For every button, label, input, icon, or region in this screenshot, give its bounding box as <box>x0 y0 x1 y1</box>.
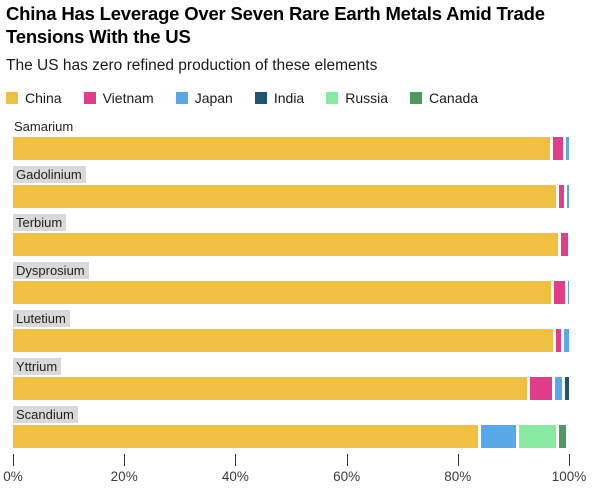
vietnam-swatch-icon <box>83 92 96 104</box>
x-tick-100- <box>569 454 570 466</box>
x-tick-label-60-: 60% <box>333 469 361 484</box>
x-tick-label-100-: 100% <box>551 469 587 484</box>
x-tick-20- <box>124 454 126 466</box>
legend-label-china: China <box>25 90 62 106</box>
bar-yttrium <box>13 377 569 400</box>
title-line-1: China Has Leverage Over Seven Rare Earth… <box>6 3 545 24</box>
legend-label-russia: Russia <box>345 90 389 106</box>
row-label-lutetium: Lutetium <box>13 310 70 327</box>
bar-segment-japan-gadolinium <box>567 185 569 208</box>
legend: China Vietnam Japan India Russia Canada <box>6 90 600 106</box>
bar-segment-vietnam-samarium <box>553 137 564 160</box>
row-gadolinium: Gadolinium <box>13 166 569 208</box>
row-label-yttrium: Yttrium <box>13 358 62 375</box>
stacked-bar-chart: Samarium Gadolinium Terbium Dysprosium Lutet… <box>13 118 569 448</box>
row-label-gadolinium: Gadolinium <box>13 166 86 183</box>
title-line-2: Tensions With the US <box>6 26 191 47</box>
russia-swatch-icon <box>326 92 339 104</box>
x-tick-0- <box>13 454 14 466</box>
x-tick-label-40-: 40% <box>221 469 249 484</box>
bar-segment-vietnam-gadolinium <box>558 185 565 208</box>
x-tick-80- <box>457 454 459 466</box>
legend-item-india: India <box>254 90 305 106</box>
bar-segment-japan-dysprosium <box>567 281 569 304</box>
row-samarium: Samarium <box>13 118 569 160</box>
x-tick-label-0-: 0% <box>3 469 23 484</box>
bar-segment-japan-lutetium <box>563 329 569 352</box>
canada-swatch-icon <box>410 92 423 104</box>
x-tick-40- <box>235 454 237 466</box>
legend-item-japan: Japan <box>175 90 233 106</box>
bar-segment-china-samarium <box>13 137 551 160</box>
bar-lutetium <box>13 329 569 352</box>
legend-item-russia: Russia <box>326 90 388 106</box>
row-dysprosium: Dysprosium <box>13 262 569 304</box>
row-label-samarium: Samarium <box>14 119 74 134</box>
bar-segment-china-dysprosium <box>13 281 552 304</box>
bar-segment-canada-scandium <box>558 425 567 448</box>
x-axis: 0% 20% 40% 60% 80% 100% <box>3 454 586 488</box>
bar-segment-china-lutetium <box>13 329 554 352</box>
bar-scandium <box>13 425 569 448</box>
legend-label-vietnam: Vietnam <box>102 90 154 106</box>
row-terbium: Terbium <box>13 214 569 256</box>
x-tick-60- <box>346 454 348 466</box>
bar-segment-india-yttrium <box>564 377 569 400</box>
bar-segment-vietnam-yttrium <box>530 377 552 400</box>
row-label-scandium: Scandium <box>13 406 78 423</box>
bar-segment-vietnam-lutetium <box>556 329 561 352</box>
bar-segment-vietnam-terbium <box>560 233 568 256</box>
x-tick-label-20-: 20% <box>110 469 138 484</box>
page-title: China Has Leverage Over Seven Rare Earth… <box>6 2 600 48</box>
bar-segment-japan-yttrium <box>554 377 562 400</box>
india-swatch-icon <box>254 92 267 104</box>
legend-label-japan: Japan <box>194 90 233 106</box>
bar-dysprosium <box>13 281 569 304</box>
legend-item-china: China <box>6 90 62 106</box>
bar-samarium <box>13 137 569 160</box>
legend-item-canada: Canada <box>410 90 478 106</box>
legend-label-canada: Canada <box>429 90 479 106</box>
x-tick-label-80-: 80% <box>444 469 472 484</box>
bar-segment-china-gadolinium <box>13 185 556 208</box>
china-swatch-icon <box>6 92 18 104</box>
bar-segment-japan-samarium <box>566 137 569 160</box>
bar-segment-vietnam-dysprosium <box>554 281 565 304</box>
bar-segment-china-scandium <box>13 425 478 448</box>
row-scandium: Scandium <box>13 406 569 448</box>
chart-subtitle: The US has zero refined production of th… <box>6 57 378 74</box>
bar-segment-russia-scandium <box>518 425 556 448</box>
bar-terbium <box>13 233 569 256</box>
row-label-terbium: Terbium <box>13 214 67 231</box>
japan-swatch-icon <box>175 92 188 104</box>
bar-segment-china-terbium <box>13 233 558 256</box>
legend-item-vietnam: Vietnam <box>83 90 154 106</box>
row-lutetium: Lutetium <box>13 310 569 352</box>
row-label-dysprosium: Dysprosium <box>13 262 89 279</box>
bar-segment-japan-scandium <box>480 425 516 448</box>
bar-segment-china-yttrium <box>13 377 528 400</box>
row-yttrium: Yttrium <box>13 358 569 400</box>
legend-label-india: India <box>273 90 305 106</box>
bar-gadolinium <box>13 185 569 208</box>
